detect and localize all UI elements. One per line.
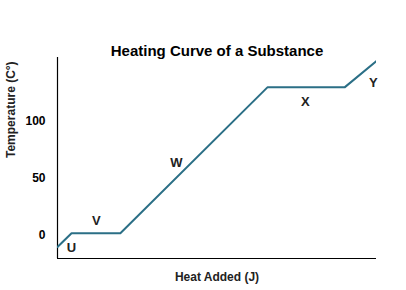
svg-text:U: U: [67, 240, 76, 255]
svg-text:V: V: [92, 213, 101, 228]
svg-text:Heating Curve of a Substance: Heating Curve of a Substance: [111, 42, 324, 59]
svg-text:Heat Added (J): Heat Added (J): [175, 270, 259, 284]
svg-text:100: 100: [25, 114, 45, 128]
svg-text:50: 50: [32, 171, 46, 185]
svg-text:X: X: [301, 94, 310, 109]
svg-text:Temperature (C°): Temperature (C°): [4, 61, 18, 158]
svg-text:0: 0: [39, 228, 46, 242]
svg-text:Y: Y: [369, 75, 378, 90]
svg-text:W: W: [170, 155, 183, 170]
